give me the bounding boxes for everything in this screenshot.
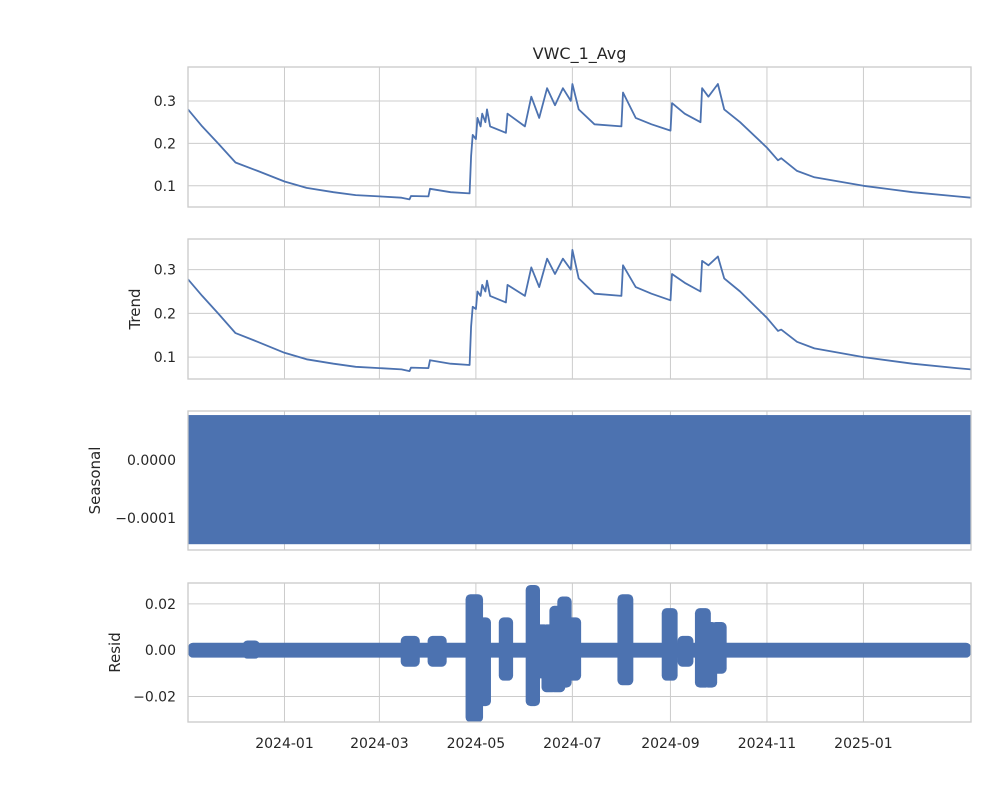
y-tick-label: 0.02: [145, 597, 176, 613]
y-tick-label: 0.3: [154, 263, 176, 279]
y-tick-label: 0.00: [145, 643, 176, 659]
panel-resid-frame: [187, 582, 972, 723]
resid-burst: [427, 635, 447, 667]
y-tick-label: 0.1: [154, 179, 176, 195]
panel-trend-plot: [188, 249, 971, 372]
y-axis-label: Seasonal: [86, 447, 104, 515]
x-tick-label: 2025-01: [834, 736, 893, 752]
y-tick-label: −0.0001: [115, 511, 176, 527]
panel-seasonal-frame: [187, 410, 972, 551]
x-tick-label: 2024-03: [350, 736, 409, 752]
resid-burst: [617, 594, 634, 686]
x-axis: 2024-01 2024-03 2024-05 2024-07 2024-09 2024-…: [255, 736, 892, 752]
panel-observed-plot: [188, 83, 971, 201]
resid-burst: [400, 635, 420, 667]
resid-burst: [475, 617, 491, 707]
resid-burst: [661, 608, 678, 681]
x-tick-label: 2024-05: [447, 736, 506, 752]
panel-trend-background: [187, 238, 972, 380]
panel-observed-background: [187, 66, 972, 208]
y-tick-label: 0.2: [154, 136, 176, 152]
y-tick-label: 0.0000: [127, 453, 176, 469]
panel-trend: 0.1 0.2 0.3 Trend: [126, 238, 972, 380]
panel-seasonal: 0.0000 −0.0001 Seasonal: [86, 410, 972, 551]
y-axis-label: Trend: [126, 288, 144, 330]
panels: 0.1 0.2 0.3 VWC_1_Avg 0.1 0.2 0.3 Trend 0.0000 −0…: [86, 44, 972, 752]
series-line: [188, 83, 971, 201]
resid-burst: [498, 617, 514, 681]
x-tick-label: 2024-11: [738, 736, 797, 752]
panel-resid-plot: [188, 584, 971, 722]
panel-resid: 0.02 0.00 −0.02 Resid: [106, 582, 972, 723]
panel-title: VWC_1_Avg: [533, 44, 627, 64]
panel-trend-frame: [187, 238, 972, 380]
panel-observed: 0.1 0.2 0.3 VWC_1_Avg: [154, 44, 972, 208]
panel-observed-frame: [187, 66, 972, 208]
y-tick-label: 0.3: [154, 94, 176, 110]
y-tick-label: 0.2: [154, 306, 176, 322]
resid-burst: [563, 617, 582, 681]
x-tick-label: 2024-07: [543, 736, 602, 752]
panel-seasonal-plot: [188, 415, 971, 545]
seasonal-band: [188, 415, 971, 545]
x-tick-label: 2024-09: [641, 736, 700, 752]
y-axis-label: Resid: [106, 632, 124, 672]
resid-burst: [677, 635, 694, 667]
y-tick-label: −0.02: [133, 690, 176, 706]
x-tick-label: 2024-01: [255, 736, 314, 752]
y-tick-label: 0.1: [154, 350, 176, 366]
resid-burst: [242, 640, 261, 659]
resid-burst: [710, 622, 727, 674]
series-line: [188, 249, 971, 372]
